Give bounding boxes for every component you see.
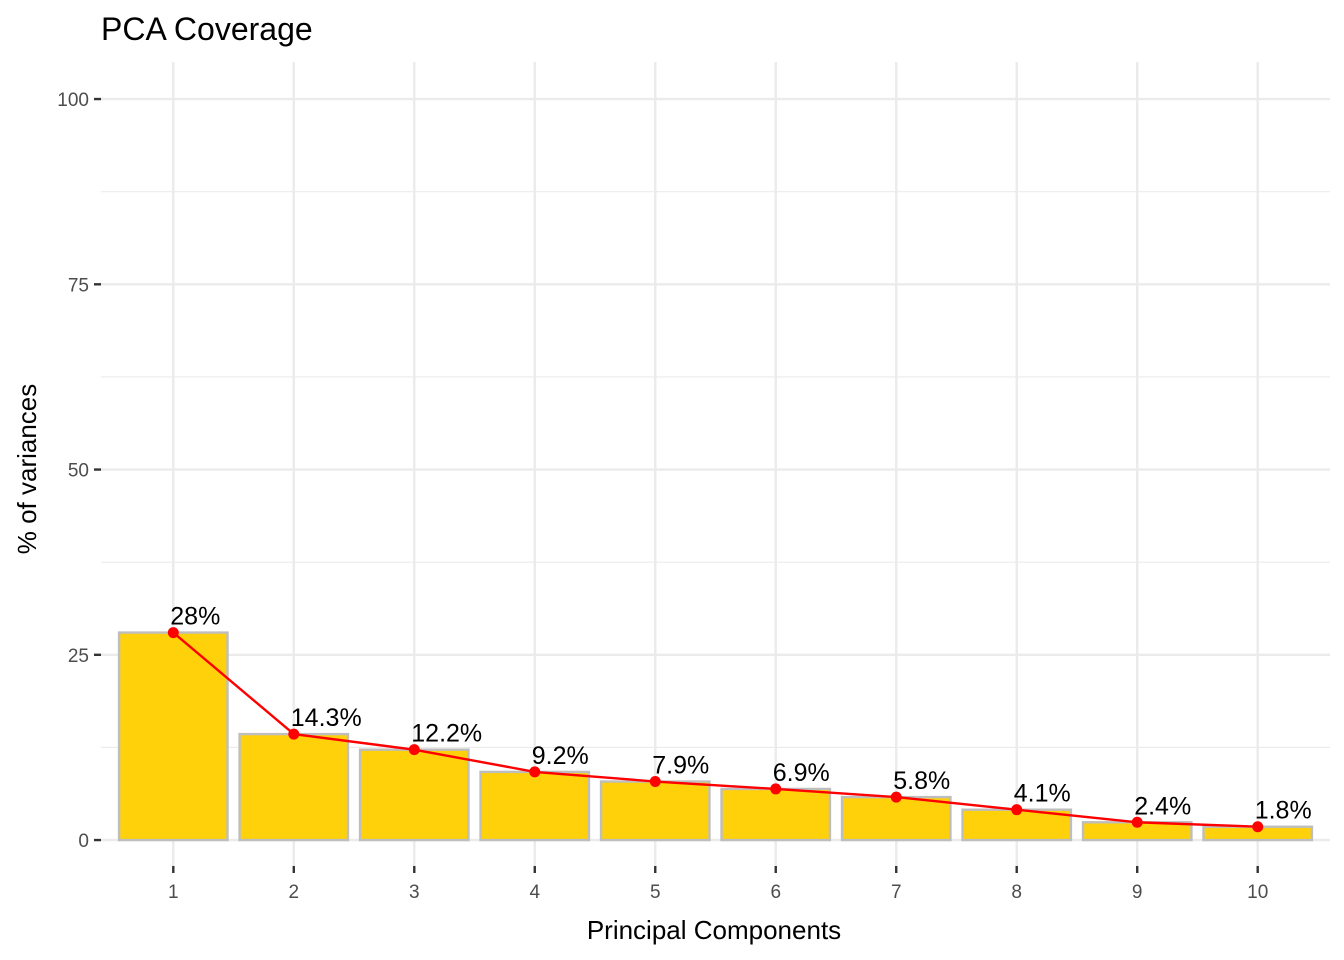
- point: [1011, 804, 1023, 816]
- y-tick-label: 50: [68, 461, 89, 482]
- point: [288, 728, 300, 740]
- x-tick-label: 6: [770, 882, 781, 903]
- point: [167, 627, 179, 639]
- data-label: 12.2%: [411, 720, 482, 748]
- x-tick-label: 8: [1011, 882, 1022, 903]
- x-tick-label: 1: [168, 882, 179, 903]
- x-tick-label: 10: [1247, 882, 1268, 903]
- bar: [720, 787, 832, 842]
- grid: [101, 62, 1330, 866]
- variance-line-path: [172, 631, 1258, 828]
- x-tick-label: 9: [1132, 882, 1143, 903]
- x-tick-label: 3: [409, 882, 420, 903]
- point: [649, 776, 661, 788]
- bar: [238, 732, 350, 842]
- y-tick-label: 100: [57, 90, 89, 111]
- bar: [358, 748, 470, 842]
- point: [529, 766, 541, 778]
- y-tick-label: 0: [78, 831, 89, 852]
- data-label: 14.3%: [291, 704, 362, 732]
- variance-points: [167, 627, 1264, 833]
- data-label: 9.2%: [532, 742, 589, 770]
- point: [408, 744, 420, 756]
- y-tick-label: 75: [68, 275, 89, 296]
- y-tick-label: 25: [68, 646, 89, 667]
- data-label: 28%: [170, 603, 220, 631]
- x-axis-title: Principal Components: [587, 915, 841, 945]
- bar: [479, 770, 591, 842]
- data-labels: 28% 14.3% 12.2% 9.2% 7.9% 6.9% 5.8% 4.1% 2.4% 1.8…: [170, 603, 1311, 825]
- bar: [599, 780, 711, 842]
- data-label: 5.8%: [893, 767, 950, 795]
- point: [770, 783, 782, 795]
- x-tick-label: 5: [650, 882, 661, 903]
- point: [1252, 821, 1264, 833]
- point: [1131, 816, 1143, 828]
- data-label: 7.9%: [652, 752, 709, 780]
- y-axis: 0 25 50 75 100: [57, 90, 101, 852]
- data-label: 4.1%: [1014, 780, 1071, 808]
- x-axis: 1 2 3 4 5 6 7 8 9 10: [168, 866, 1268, 903]
- bar: [840, 795, 952, 842]
- data-label: 1.8%: [1255, 797, 1312, 825]
- x-tick-label: 2: [288, 882, 299, 903]
- chart-title: PCA Coverage: [101, 11, 313, 47]
- point: [890, 791, 902, 803]
- x-tick-label: 4: [529, 882, 540, 903]
- variance-line: [172, 631, 1258, 828]
- data-label: 6.9%: [773, 759, 830, 787]
- y-axis-title: % of variances: [12, 384, 42, 555]
- x-tick-label: 7: [891, 882, 902, 903]
- data-label: 2.4%: [1134, 792, 1191, 820]
